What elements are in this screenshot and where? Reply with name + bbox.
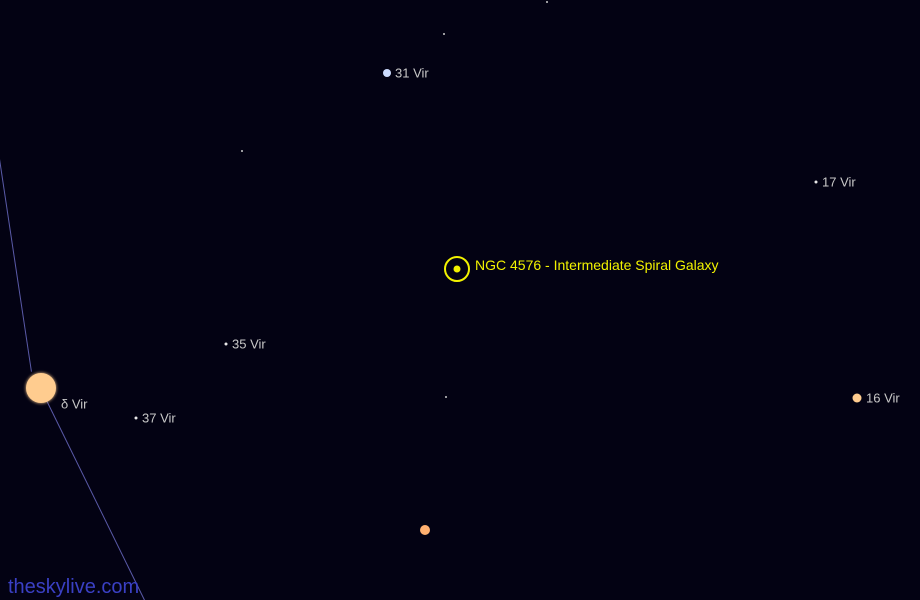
star-31-vir (383, 69, 391, 77)
line-upper (0, 159, 32, 372)
star-label-16-vir: 16 Vir (866, 391, 900, 406)
star-label-delta-vir: δ Vir (61, 397, 88, 412)
star-label-31-vir: 31 Vir (395, 66, 429, 81)
star-faint-2 (241, 150, 243, 152)
star-faint-1 (445, 396, 447, 398)
star-faint-4 (546, 1, 548, 3)
star-delta-vir (26, 373, 56, 403)
line-lower (40, 388, 145, 600)
star-16-vir (853, 394, 862, 403)
star-faint-3 (443, 33, 445, 35)
target-label: NGC 4576 - Intermediate Spiral Galaxy (475, 257, 719, 273)
sky-chart: δ Vir 37 Vir 35 Vir 31 Vir 17 Vir 16 Vir NGC 4… (0, 0, 920, 600)
star-label-35-vir: 35 Vir (232, 337, 266, 352)
target-dot (454, 266, 461, 273)
star-35-vir (225, 343, 228, 346)
star-label-37-vir: 37 Vir (142, 411, 176, 426)
star-17-vir (815, 181, 818, 184)
star-37-vir (135, 417, 138, 420)
star-orange-bottom (420, 525, 430, 535)
star-label-17-vir: 17 Vir (822, 175, 856, 190)
watermark: theskylive.com (8, 576, 139, 599)
